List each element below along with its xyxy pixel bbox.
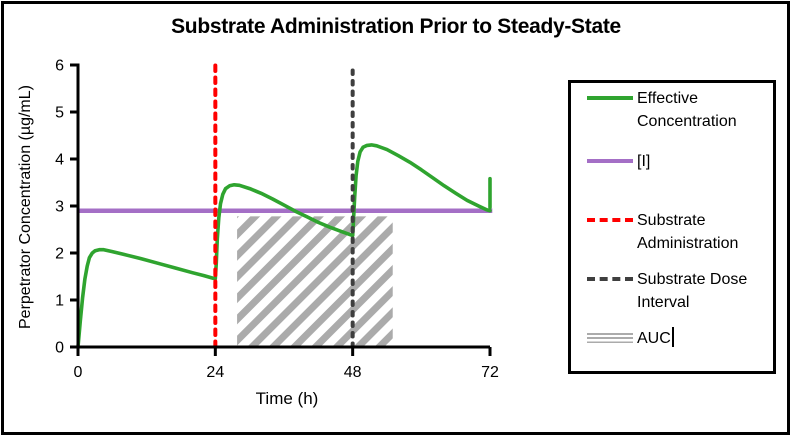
red-dashed-swatch — [587, 218, 633, 222]
legend-label: Substrate Administration — [637, 212, 739, 252]
auc-label-text: AUC — [637, 330, 671, 347]
effective-concentration-curve — [76, 143, 492, 349]
auc-hatched-region — [237, 216, 393, 347]
text-cursor — [671, 327, 674, 347]
x-tick-label: 72 — [481, 364, 499, 381]
legend-label: AUC — [637, 327, 769, 350]
y-tick-label: 3 — [55, 199, 64, 216]
y-tick-label: 2 — [55, 246, 64, 263]
legend-label: Effective Concentration — [637, 90, 737, 130]
purple-line-swatch — [587, 159, 633, 163]
legend-item-auc: AUC — [587, 327, 769, 350]
auc-area — [237, 216, 393, 347]
y-tick-label: 4 — [55, 152, 64, 169]
legend-label: Substrate Dose Interval — [637, 271, 748, 311]
chart-title: Substrate Administration Prior to Steady… — [171, 15, 621, 38]
y-axis-title: Perpetrator Concentration (µg/mL) — [17, 85, 34, 329]
y-tick-label: 6 — [55, 58, 64, 75]
legend-box: Effective Concentration [I] Substrate Ad… — [568, 80, 776, 374]
x-tick-label: 0 — [74, 364, 83, 381]
dark-dashed-swatch — [587, 277, 633, 281]
y-tick-label: 1 — [55, 293, 64, 310]
legend-item-substrate-dose-interval: Substrate Dose Interval — [587, 268, 769, 314]
green-line-swatch — [587, 96, 633, 100]
y-tick-label: 0 — [55, 340, 64, 357]
x-axis-title: Time (h) — [255, 389, 319, 408]
dose-marker-layer — [213, 63, 355, 349]
axis-ticks: 0 24 48 72 0 1 2 3 4 5 6 — [55, 58, 499, 382]
legend-label: [I] — [637, 153, 651, 170]
legend-item-effective-concentration: Effective Concentration — [587, 87, 769, 133]
x-tick-label: 48 — [344, 364, 362, 381]
legend-item-substrate-administration: Substrate Administration — [587, 209, 769, 255]
y-tick-label: 5 — [55, 105, 64, 122]
hatch-swatch — [587, 333, 633, 344]
concentration-curve-layer — [76, 143, 492, 349]
legend-item-inhibitor: [I] — [587, 150, 769, 173]
x-tick-label: 24 — [206, 364, 224, 381]
